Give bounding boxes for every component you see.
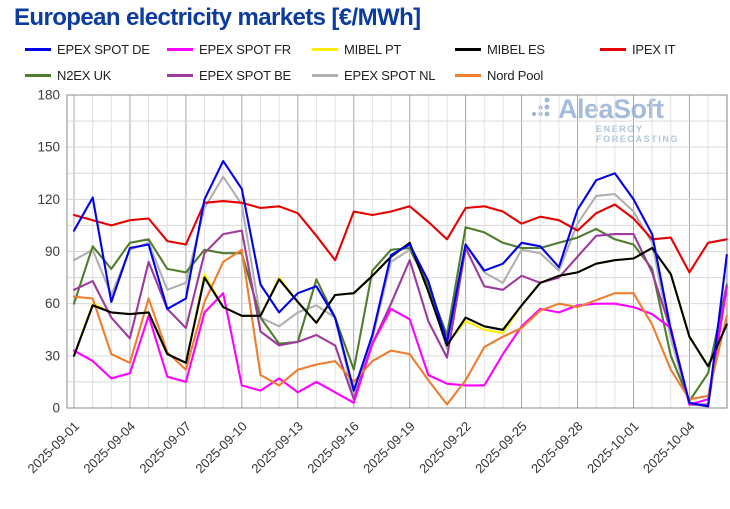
aleasoft-logo-icon [530,90,558,123]
y-tick-label: 180 [37,88,60,103]
y-tick-label: 150 [37,140,60,155]
series-line-epex-spot-nl [72,175,728,408]
x-tick-label: 2025-09-25 [472,419,530,477]
legend-swatch-epex-spot-nl [312,74,338,77]
legend-label-n2ex-uk: N2EX UK [57,68,112,83]
legend-item-mibel-es: MIBEL ES [455,42,545,57]
series-lines [72,160,728,408]
series-line-ipex-it [72,200,728,274]
y-axis-labels: 0 30 60 90 120 150 180 [37,88,60,416]
legend-label-epex-spot-de: EPEX SPOT DE [57,42,150,57]
series-line-epex-spot-de [72,160,728,408]
legend-swatch-epex-spot-fr [167,48,193,51]
watermark: AleaSoft ENERGY FORECASTING [530,90,730,144]
series-line-epex-spot-be [72,229,728,406]
x-tick-label: 2025-10-04 [640,419,698,477]
x-axis-labels: 2025-09-012025-09-042025-09-072025-09-10… [24,419,697,477]
x-tick-label: 2025-09-01 [24,419,82,477]
x-tick-label: 2025-09-22 [416,419,474,477]
legend-item-epex-spot-fr: EPEX SPOT FR [167,42,291,57]
watermark-brand: AleaSoft [558,94,664,124]
y-tick-label: 0 [52,401,60,416]
series-line-epex-spot-fr [72,286,728,406]
x-tick-label: 2025-09-13 [248,419,306,477]
x-tick-label: 2025-09-28 [528,419,586,477]
y-tick-label: 30 [45,348,60,363]
x-tick-label: 2025-10-01 [584,419,642,477]
chart-title: European electricity markets [€/MWh] [14,4,421,31]
legend-item-mibel-pt: MIBEL PT [312,42,401,57]
legend-swatch-nord-pool [455,74,481,77]
legend-swatch-ipex-it [600,48,626,51]
y-tick-label: 90 [45,244,60,259]
legend-label-mibel-es: MIBEL ES [487,42,545,57]
legend-swatch-mibel-es [455,48,481,51]
legend-label-ipex-it: IPEX IT [632,42,676,57]
legend-item-epex-spot-be: EPEX SPOT BE [167,68,291,83]
legend-item-epex-spot-nl: EPEX SPOT NL [312,68,435,83]
legend-swatch-epex-spot-be [167,74,193,77]
chart-plot: 03060901201501802025-09-012025-09-042025… [24,88,728,477]
legend-label-epex-spot-nl: EPEX SPOT NL [344,68,436,83]
series-line-nord-pool [72,248,728,406]
x-tick-label: 2025-09-07 [136,419,194,477]
plot-border [66,94,728,409]
x-tick-label: 2025-09-04 [80,419,138,477]
series-line-mibel-es [72,241,728,368]
legend-swatch-epex-spot-de [25,48,51,51]
x-tick-label: 2025-09-10 [192,419,250,477]
legend-item-ipex-it: IPEX IT [600,42,676,57]
y-tick-label: 60 [45,296,60,311]
watermark-subtitle: ENERGY FORECASTING [596,124,680,144]
legend-item-epex-spot-de: EPEX SPOT DE [25,42,150,57]
legend-swatch-mibel-pt [312,48,338,51]
legend-label-nord-pool: Nord Pool [487,68,544,83]
legend-item-nord-pool: Nord Pool [455,68,543,83]
x-tick-label: 2025-09-16 [304,419,362,477]
legend-label-epex-spot-fr: EPEX SPOT FR [199,42,291,57]
legend-swatch-n2ex-uk [25,74,51,77]
legend: EPEX SPOT DE EPEX SPOT FR MIBEL PT MIBEL ES… [0,0,730,90]
legend-item-n2ex-uk: N2EX UK [25,68,111,83]
legend-label-epex-spot-be: EPEX SPOT BE [199,68,292,83]
legend-label-mibel-pt: MIBEL PT [344,42,402,57]
x-tick-label: 2025-09-19 [360,419,418,477]
y-tick-label: 120 [37,192,60,207]
